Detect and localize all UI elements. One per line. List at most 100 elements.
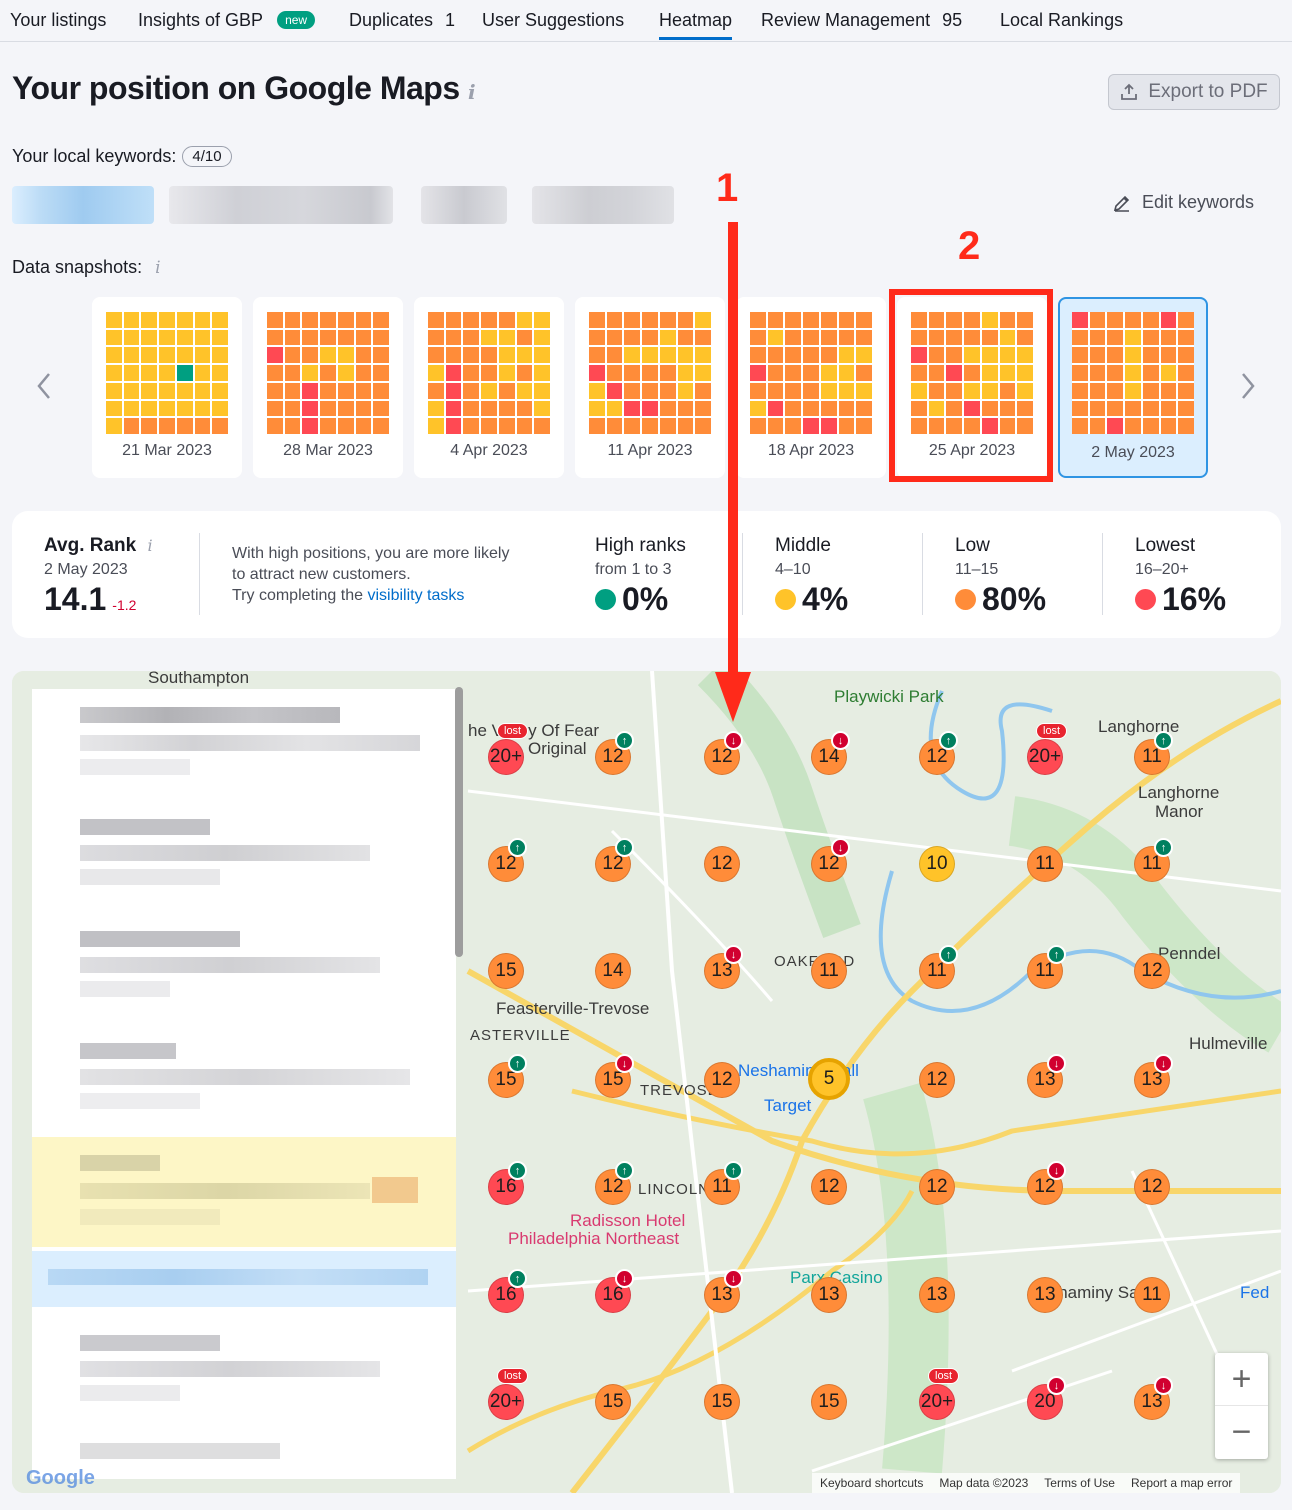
rank-pin[interactable]: 12 (811, 1169, 847, 1205)
rank-pin[interactable]: 11 ↑ (704, 1161, 743, 1205)
export-icon (1121, 83, 1138, 100)
lost-badge: lost (928, 1368, 960, 1384)
rank-pin[interactable]: 20+ lost (488, 723, 529, 775)
rank-pin[interactable]: 16 ↓ (595, 1269, 634, 1313)
rank-pin[interactable]: 12 ↑ (595, 731, 634, 775)
rank-pin[interactable]: 14 ↓ (811, 731, 850, 775)
list-item-highlighted[interactable] (32, 1137, 456, 1247)
keyboard-shortcuts-link[interactable]: Keyboard shortcuts (820, 1476, 924, 1490)
snapshots-next-button[interactable] (1240, 372, 1256, 408)
zoom-in-button[interactable]: + (1215, 1353, 1268, 1406)
tab-review-management[interactable]: Review Management 95 (761, 10, 962, 31)
rank-pin[interactable]: 15 (811, 1384, 847, 1420)
snapshot-card[interactable]: 4 Apr 2023 (414, 297, 564, 478)
rank-pin[interactable]: 11 ↑ (1027, 945, 1066, 989)
list-item[interactable] (32, 801, 456, 911)
list-item[interactable] (32, 1429, 456, 1479)
rank-pin[interactable]: 12 ↓ (704, 731, 743, 775)
title-info-icon[interactable]: i (468, 80, 476, 104)
rank-pin[interactable]: 15 (595, 1384, 631, 1420)
rank-pin[interactable]: 14 (595, 953, 631, 989)
heatmap-cell (516, 312, 533, 328)
rank-pin[interactable]: 12 (919, 1062, 955, 1098)
rank-pin[interactable]: 12 ↓ (811, 838, 850, 882)
tab-duplicates[interactable]: Duplicates 1 (349, 10, 455, 31)
rank-pin[interactable]: 13 (1027, 1277, 1063, 1313)
rank-pin[interactable]: 12 ↑ (595, 1161, 634, 1205)
export-pdf-button[interactable]: Export to PDF (1108, 74, 1280, 110)
list-item[interactable] (32, 1317, 456, 1427)
rank-pin[interactable]: 20+ lost (488, 1368, 529, 1420)
avg-rank-info-icon[interactable]: i (147, 536, 153, 555)
rank-pin[interactable]: 12 (704, 846, 740, 882)
tab-local-rankings[interactable]: Local Rankings (1000, 10, 1124, 30)
snapshot-card[interactable]: 18 Apr 2023 (736, 297, 886, 478)
snapshot-card[interactable]: 2 May 2023 (1058, 297, 1208, 478)
rank-pin[interactable]: 10 (919, 846, 955, 882)
snapshot-card[interactable]: 21 Mar 2023 (92, 297, 242, 478)
snapshot-card[interactable]: 28 Mar 2023 (253, 297, 403, 478)
terms-link[interactable]: Terms of Use (1044, 1476, 1115, 1490)
tab-heatmap[interactable]: Heatmap (659, 10, 733, 40)
list-item[interactable] (32, 689, 456, 799)
rank-pin[interactable]: 15 (704, 1384, 740, 1420)
rank-pin[interactable]: 5 (808, 1058, 850, 1100)
snapshots-info-icon[interactable]: i (155, 258, 161, 278)
list-item-selected[interactable] (32, 1251, 456, 1307)
tab-your-listings[interactable]: Your listings (10, 10, 107, 30)
rank-pin[interactable]: 15 (488, 953, 524, 989)
snapshot-heatmap-grid (428, 312, 550, 434)
tab-user-suggestions[interactable]: User Suggestions (482, 10, 625, 30)
visibility-tasks-link[interactable]: visibility tasks (367, 587, 465, 604)
rank-pin[interactable]: 13 ↓ (1134, 1054, 1173, 1098)
report-error-link[interactable]: Report a map error (1130, 1476, 1233, 1490)
snapshots-prev-button[interactable] (36, 372, 52, 408)
map-label-penndel: Penndel (1158, 944, 1221, 963)
rank-pin[interactable]: 11 ↑ (919, 945, 958, 989)
list-scrollbar[interactable] (455, 687, 463, 957)
rank-pin[interactable]: 12 (704, 1062, 740, 1098)
rank-pin[interactable]: 12 ↓ (1027, 1161, 1066, 1205)
keyword-chip-2[interactable] (169, 186, 393, 224)
rank-pin[interactable]: 11 ↑ (1134, 731, 1173, 775)
rank-pin[interactable]: 12 (1134, 953, 1170, 989)
heatmap-cell (999, 347, 1016, 364)
rank-pin[interactable]: 20+ lost (1027, 723, 1068, 775)
rank-pin[interactable]: 16 ↑ (488, 1161, 527, 1205)
zoom-out-button[interactable]: − (1231, 1413, 1252, 1451)
rank-pin[interactable]: 12 ↑ (488, 838, 527, 882)
edit-keywords-button[interactable]: Edit keywords (1112, 192, 1254, 213)
rank-pin[interactable]: 11 (1134, 1277, 1170, 1313)
rank-pin[interactable]: 13 ↓ (1134, 1376, 1173, 1420)
rank-pin[interactable]: 11 (1027, 846, 1063, 882)
rank-pin[interactable]: 20+ lost (919, 1368, 960, 1420)
rank-pin[interactable]: 11 (811, 953, 847, 989)
heatmap-map[interactable]: Southampton Playwicki Park Langhorne Lan… (12, 671, 1281, 1493)
business-list-panel[interactable] (32, 689, 456, 1479)
rank-pin[interactable]: 11 ↑ (1134, 838, 1173, 882)
keyword-chip-4[interactable] (532, 186, 674, 224)
list-item[interactable] (32, 1025, 456, 1135)
rank-pin[interactable]: 13 (919, 1277, 955, 1313)
rank-pin[interactable]: 13 ↓ (704, 1269, 743, 1313)
snapshot-card[interactable]: 11 Apr 2023 (575, 297, 725, 478)
rank-pin[interactable]: 13 ↓ (1027, 1054, 1066, 1098)
rank-pin[interactable]: 12 ↑ (919, 731, 958, 775)
keyword-chip-1[interactable] (12, 186, 154, 224)
list-item[interactable] (32, 913, 456, 1023)
snapshot-card[interactable]: 25 Apr 2023 (897, 297, 1047, 478)
rank-pin[interactable]: 13 ↓ (704, 945, 743, 989)
rank-pin[interactable]: 15 ↓ (595, 1054, 634, 1098)
rank-pin[interactable]: 12 ↑ (595, 838, 634, 882)
rank-pin[interactable]: 15 ↑ (488, 1054, 527, 1098)
heatmap-cell (856, 365, 872, 381)
rank-pin[interactable]: 16 ↑ (488, 1269, 527, 1313)
heatmap-cell (1160, 418, 1177, 434)
tab-insights[interactable]: Insights of GBP new (138, 10, 316, 31)
rank-pin[interactable]: 13 (811, 1277, 847, 1313)
heatmap-cell (589, 400, 605, 417)
rank-pin[interactable]: 12 (919, 1169, 955, 1205)
rank-pin[interactable]: 20 ↓ (1027, 1376, 1066, 1420)
rank-pin[interactable]: 12 (1134, 1169, 1170, 1205)
keyword-chip-3[interactable] (421, 186, 507, 224)
